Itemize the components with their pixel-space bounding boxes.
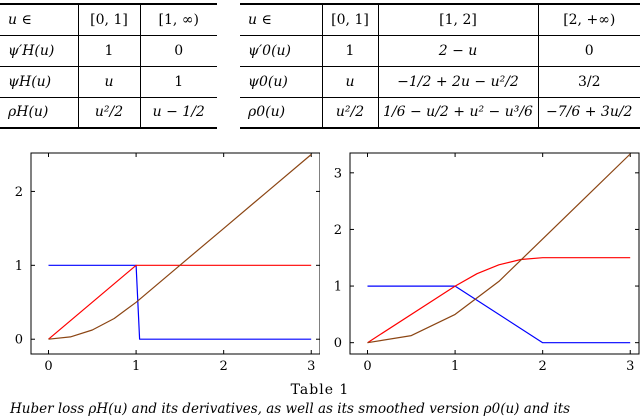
table-cell: 2 − u [377, 34, 538, 66]
x-tick-label: 3 [307, 359, 315, 374]
table-cell: ψ′0(u) [240, 34, 322, 66]
y-tick-label: 2 [15, 185, 23, 200]
series-line [367, 153, 631, 344]
table-cell: u [321, 65, 378, 97]
y-tick-label: 2 [334, 223, 342, 238]
table-cell: [0, 1] [321, 3, 378, 35]
table-cell: u ∈ [0, 3, 78, 35]
table-cell: 1 [321, 34, 378, 66]
y-tick-label: 1 [334, 280, 342, 295]
x-tick-label: 1 [451, 359, 459, 374]
table-cell: u − 1/2 [139, 96, 217, 129]
table-cell: 3/2 [537, 65, 640, 97]
table-cell: ψ0(u) [240, 65, 322, 97]
table-cell: [2, +∞) [537, 3, 640, 35]
series-line [48, 264, 312, 340]
table-cell: ψH(u) [0, 65, 78, 97]
series-line [367, 257, 631, 344]
y-tick-label: 1 [15, 259, 23, 274]
smoothed-huber-plot: 0 1 2 3 0 1 2 3 [334, 152, 640, 374]
table-row: ψ0(u) u −1/2 + 2u − u²/2 3/2 [240, 65, 640, 97]
table-caption: Table 1 [290, 382, 350, 398]
table-cell: −7/6 + 3u/2 [537, 96, 640, 129]
x-tick-label: 3 [626, 359, 634, 374]
table-cell: u ∈ [240, 3, 322, 35]
table-row: ψH(u) u 1 [0, 65, 217, 97]
smoothed-huber-table: u ∈ [0, 1] [1, 2] [2, +∞) ψ′0(u) 1 2 − u… [240, 3, 640, 129]
caption-text: Huber loss ρH(u) and its derivatives, as… [10, 401, 571, 417]
table-row: u ∈ [0, 1] [1, 2] [2, +∞) [240, 3, 640, 35]
table-cell: 0 [139, 34, 217, 66]
plot-frame [349, 152, 640, 355]
series-line [367, 285, 631, 344]
plot-frame [30, 152, 320, 355]
table-cell: 1/6 − u/2 + u² − u³/6 [377, 96, 538, 129]
table-cell: [1, 2] [377, 3, 538, 35]
x-tick-label: 2 [220, 359, 228, 374]
table-cell: ψ′H(u) [0, 34, 78, 66]
huber-table: u ∈ [0, 1] [1, ∞) ψ′H(u) 1 0 ψH(u) u 1 ρ… [0, 3, 217, 129]
table-cell: 0 [537, 34, 640, 66]
x-tick-label: 1 [132, 359, 140, 374]
table-cell: 1 [139, 65, 217, 97]
table-cell: [1, ∞) [139, 3, 217, 35]
table-row: u ∈ [0, 1] [1, ∞) [0, 3, 217, 35]
y-tick-label: 3 [334, 166, 342, 181]
table-cell: u [77, 65, 140, 97]
y-tick-label: 0 [334, 336, 342, 351]
table-row: ρ0(u) u²/2 1/6 − u/2 + u² − u³/6 −7/6 + … [240, 96, 640, 129]
table-cell: 1 [77, 34, 140, 66]
huber-loss-plot: 0 1 2 3 0 1 2 [15, 152, 320, 374]
table-cell: u²/2 [321, 96, 378, 129]
table-cell: ρ0(u) [240, 96, 322, 129]
table-cell: ρH(u) [0, 96, 78, 129]
x-tick-label: 0 [363, 359, 371, 374]
table-row: ρH(u) u²/2 u − 1/2 [0, 96, 217, 129]
series-line [48, 154, 312, 340]
table-row: ψ′H(u) 1 0 [0, 34, 217, 66]
y-tick-label: 0 [15, 333, 23, 348]
x-tick-label: 0 [44, 359, 52, 374]
table-cell: [0, 1] [77, 3, 140, 35]
table-cell: u²/2 [77, 96, 140, 129]
x-tick-label: 2 [539, 359, 547, 374]
table-cell: −1/2 + 2u − u²/2 [377, 65, 538, 97]
table-row: ψ′0(u) 1 2 − u 0 [240, 34, 640, 66]
series-line [48, 264, 312, 340]
